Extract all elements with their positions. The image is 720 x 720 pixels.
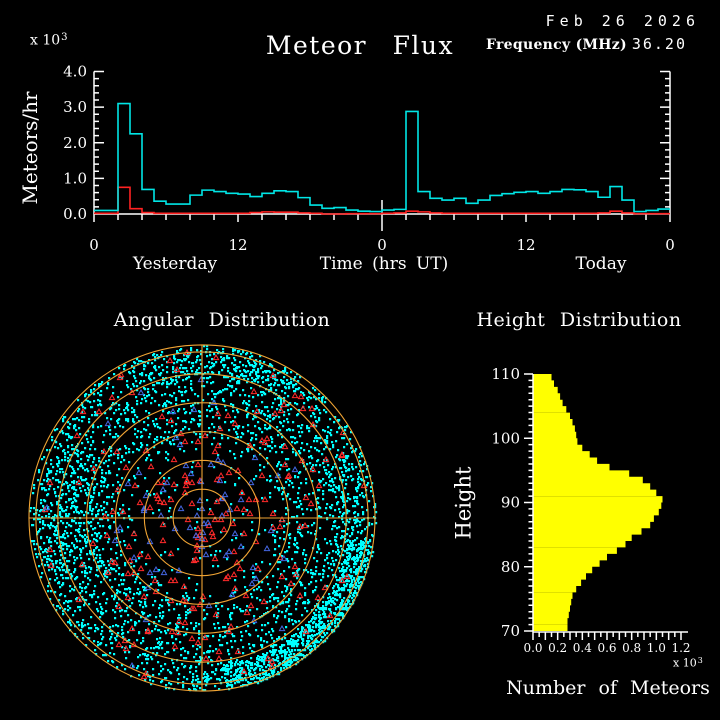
tick-label: 3.0: [63, 98, 87, 116]
flux-axes: [93, 70, 671, 231]
tick-label: 1.2: [671, 641, 690, 655]
tick-label: 70: [501, 622, 520, 640]
height-bars: [533, 374, 663, 632]
tick-label: 100: [491, 429, 520, 447]
angular-grid: [28, 344, 376, 692]
tick-label: 0.6: [597, 641, 616, 655]
height-scale-base: x 10: [673, 656, 697, 670]
flux-scale-exp: 3: [61, 32, 68, 43]
tick-label: 0: [377, 236, 387, 254]
tick-label: 12: [228, 236, 247, 254]
flux-red-series: [94, 186, 670, 215]
red-triangles-mid+red-triangles-edge: [41, 348, 368, 680]
tick-label: 1.0: [63, 169, 87, 187]
tick-label: 90: [501, 494, 520, 512]
tick-label: 12: [516, 236, 535, 254]
tick-label: 0.0: [63, 205, 87, 223]
tick-label: 1.0: [647, 641, 666, 655]
tick-label: 0.2: [548, 641, 567, 655]
angular-distribution-title: Angular Distribution: [113, 309, 331, 331]
tick-label: 0: [665, 236, 675, 254]
flux-tick-labels: 0.0 1.0 2.0 3.0 4.0 0 12 0 12 0: [63, 63, 675, 255]
flux-scale-base: x 10: [30, 32, 61, 49]
height-distribution-title: Height Distribution: [476, 309, 682, 331]
flux-x-axis-label: Time (hrs UT): [319, 254, 449, 274]
tick-label: 0.8: [622, 641, 641, 655]
height-tick-labels: 70 80 90 100 110 0.0 0.2 0.4 0.6 0.8 1.0 1.2: [491, 365, 690, 655]
tick-label: 110: [491, 365, 520, 383]
height-y-axis-label: Height: [451, 466, 476, 540]
frequency-value: 36.20: [631, 35, 687, 53]
height-histogram-bars: [533, 374, 663, 632]
flux-context-today: Today: [575, 254, 627, 274]
tick-label: 0.0: [523, 641, 542, 655]
tick-label: 0: [89, 236, 99, 254]
frequency-label: Frequency (MHz): [486, 37, 627, 53]
flux-cyan-series: [94, 102, 670, 213]
flux-series: [94, 102, 670, 215]
height-x-axis-label: Number of Meteors: [506, 677, 710, 699]
flux-y-scale-exponent: x 103: [30, 32, 68, 49]
flux-context-yesterday: Yesterday: [132, 254, 218, 274]
date-label: Feb 26 2026: [545, 12, 700, 30]
flux-y-axis-label: Meteors/hr: [18, 91, 42, 205]
tick-label: 2.0: [63, 134, 87, 152]
tick-label: 80: [501, 558, 520, 576]
tick-label: 4.0: [63, 63, 87, 81]
tick-label: 0.4: [573, 641, 592, 655]
page-title: Meteor Flux: [265, 31, 455, 60]
height-scale-exp: 3: [697, 656, 703, 665]
height-x-scale-exponent: x 103: [673, 657, 703, 669]
height-axes: [524, 373, 688, 640]
